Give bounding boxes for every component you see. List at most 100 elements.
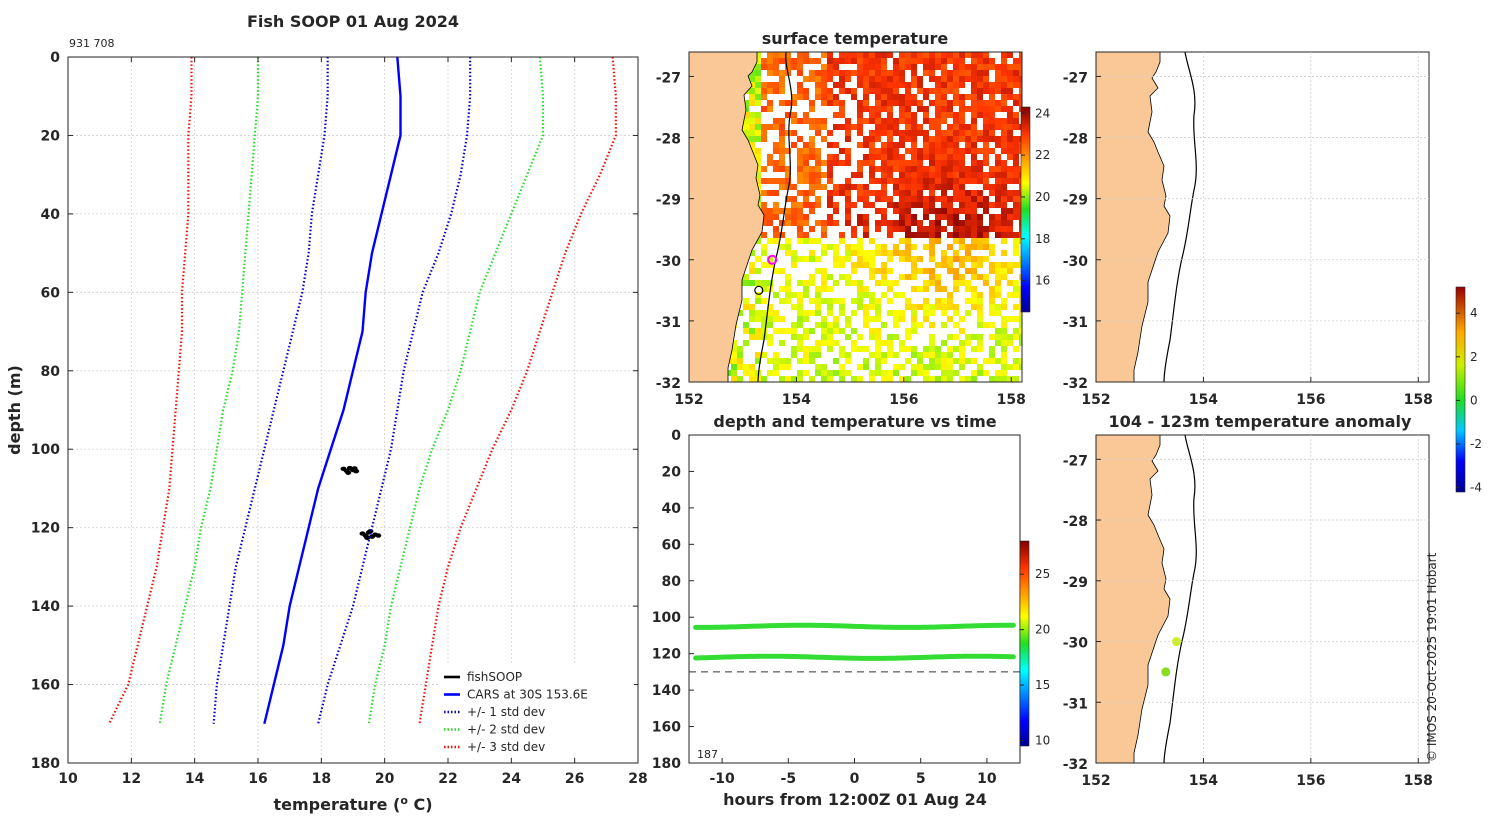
sst-cell bbox=[749, 376, 755, 382]
sst-cell bbox=[881, 280, 887, 286]
sst-cell bbox=[809, 118, 815, 124]
sst-cell bbox=[959, 244, 965, 250]
sst-cell bbox=[875, 244, 881, 250]
sst-cell bbox=[989, 88, 995, 94]
sst-cell bbox=[845, 220, 851, 226]
sst-cell bbox=[905, 118, 911, 124]
sst-cell bbox=[905, 334, 911, 340]
sst-cell bbox=[815, 298, 821, 304]
sst-cell bbox=[863, 136, 869, 142]
sst-cell bbox=[941, 250, 947, 256]
sst-cell bbox=[791, 142, 797, 148]
sst-cell bbox=[977, 166, 983, 172]
sst-cell bbox=[1019, 304, 1022, 310]
sst-cell bbox=[905, 160, 911, 166]
sst-cell bbox=[1007, 76, 1013, 82]
sst-cell bbox=[809, 298, 815, 304]
sst-cell bbox=[905, 172, 911, 178]
sst-cell bbox=[911, 172, 917, 178]
sst-cell bbox=[821, 94, 827, 100]
sst-cell bbox=[953, 172, 959, 178]
sst-cell bbox=[941, 184, 947, 190]
sst-cell bbox=[941, 256, 947, 262]
sst-cell bbox=[857, 364, 863, 370]
sst-cell bbox=[983, 208, 989, 214]
sst-cell bbox=[803, 142, 809, 148]
sst-cell bbox=[1001, 274, 1007, 280]
sst-cell bbox=[791, 346, 797, 352]
sst-cell bbox=[965, 166, 971, 172]
sst-cell bbox=[995, 262, 1001, 268]
sst-cell bbox=[779, 88, 785, 94]
sst-cell bbox=[785, 220, 791, 226]
sst-cell bbox=[1019, 262, 1022, 268]
sst-cell bbox=[881, 166, 887, 172]
anomaly-cb-tick-label: -4 bbox=[1470, 481, 1482, 495]
sst-cell bbox=[821, 100, 827, 106]
sst-cell bbox=[1001, 328, 1007, 334]
sst-cell bbox=[803, 88, 809, 94]
sst-cell bbox=[785, 166, 791, 172]
sst-cell bbox=[767, 88, 773, 94]
sst-cell bbox=[791, 112, 797, 118]
sst-cell bbox=[821, 82, 827, 88]
sst-cell bbox=[857, 64, 863, 70]
sst-cell bbox=[839, 184, 845, 190]
sst-cell bbox=[965, 172, 971, 178]
sst-cell bbox=[773, 268, 779, 274]
sst-cell bbox=[773, 160, 779, 166]
sst-cell bbox=[935, 172, 941, 178]
sst-cell bbox=[959, 124, 965, 130]
surface-ytick-label: -29 bbox=[656, 193, 681, 209]
sst-cell bbox=[911, 112, 917, 118]
sst-cell bbox=[773, 70, 779, 76]
sst-cell bbox=[977, 190, 983, 196]
sst-cell bbox=[1001, 364, 1007, 370]
sst-cell bbox=[1001, 142, 1007, 148]
sst-cell bbox=[1001, 370, 1007, 376]
sst-cell bbox=[869, 136, 875, 142]
sst-cell bbox=[935, 346, 941, 352]
sst-cell bbox=[911, 322, 917, 328]
surface-ytick-label: -32 bbox=[656, 376, 681, 392]
sst-cell bbox=[953, 346, 959, 352]
sst-cell bbox=[785, 292, 791, 298]
anomaly-ytick-label: -32 bbox=[1063, 757, 1088, 773]
surface-xtick-label: 152 bbox=[674, 392, 703, 408]
sst-cell bbox=[785, 358, 791, 364]
sst-cell bbox=[1001, 346, 1007, 352]
sst-cell bbox=[893, 250, 899, 256]
sst-cell bbox=[815, 346, 821, 352]
sst-cell bbox=[1007, 136, 1013, 142]
sst-cell bbox=[779, 82, 785, 88]
sst-cell bbox=[761, 130, 767, 136]
sst-cell bbox=[809, 310, 815, 316]
sst-cell bbox=[1013, 148, 1019, 154]
sst-cell bbox=[773, 190, 779, 196]
sst-cell bbox=[851, 340, 857, 346]
sst-cell bbox=[815, 268, 821, 274]
sst-cell bbox=[1001, 70, 1007, 76]
sst-cell bbox=[761, 220, 767, 226]
sst-cell bbox=[929, 70, 935, 76]
sst-cell bbox=[881, 376, 887, 382]
sst-cell bbox=[1001, 76, 1007, 82]
sst-cell bbox=[755, 136, 761, 142]
sst-cell bbox=[875, 364, 881, 370]
sst-cell bbox=[767, 58, 773, 64]
sst-cell bbox=[983, 106, 989, 112]
sst-cell bbox=[875, 334, 881, 340]
sst-cell bbox=[827, 274, 833, 280]
sst-cell bbox=[977, 76, 983, 82]
sst-cell bbox=[971, 112, 977, 118]
sst-cell bbox=[779, 268, 785, 274]
sst-cell bbox=[857, 70, 863, 76]
sst-cell bbox=[893, 154, 899, 160]
sst-cell bbox=[857, 76, 863, 82]
sst-cell bbox=[797, 58, 803, 64]
sst-cell bbox=[917, 256, 923, 262]
sst-cell bbox=[1007, 340, 1013, 346]
sst-cell bbox=[893, 352, 899, 358]
sst-cell bbox=[935, 94, 941, 100]
